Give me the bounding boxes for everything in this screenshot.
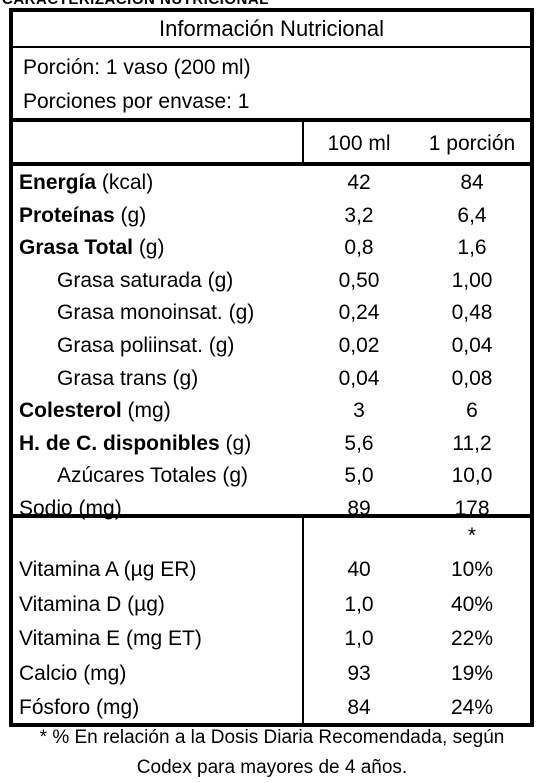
vitamin-row: Fósforo (mg) 84 24% — [13, 692, 530, 724]
vitamin-value-portion: 22% — [450, 627, 494, 650]
panel-title: Información Nutricional — [13, 12, 530, 48]
column-divider-bottom — [302, 518, 304, 723]
vitamin-value-100ml: 1,0 — [344, 592, 374, 616]
nutrient-value-portion: 6 — [466, 399, 478, 423]
vitamin-row: Vitamina E (mg ET) 1,0 22% — [13, 623, 530, 655]
footnote-line-1: * % En relación a la Dosis Diaria Recome… — [39, 727, 505, 748]
nutrient-value-100ml: 3 — [353, 399, 365, 423]
nutrient-row: Azúcares Totales (g) 5,0 10,0 — [13, 460, 530, 492]
vitamin-value-portion: 10% — [450, 558, 494, 581]
nutrient-value-100ml: 0,02 — [338, 334, 380, 357]
nutrient-value-portion: 1,00 — [451, 268, 493, 292]
vitamin-label: Fósforo (mg) — [19, 696, 140, 719]
nutrient-value-portion: 84 — [460, 171, 484, 194]
vitamin-value-portion: 40% — [450, 592, 494, 616]
nutrient-value-portion: 10,0 — [451, 464, 493, 488]
nutrient-row: Grasa trans (g) 0,04 0,08 — [13, 363, 530, 395]
nutrient-row: H. de C. disponibles (g) 5,6 11,2 — [13, 428, 530, 460]
vitamin-value-portion: 24% — [450, 696, 494, 719]
nutrient-label: Grasa saturada (g) — [57, 268, 234, 292]
divider-columns — [13, 162, 530, 166]
nutrient-value-100ml: 5,6 — [344, 431, 374, 455]
divider-vitamins — [13, 514, 530, 518]
vitamin-label: Vitamina E (mg ET) — [19, 627, 202, 650]
vitamin-value-100ml: 84 — [347, 696, 371, 719]
nutrient-label: Energía (kcal) — [19, 171, 154, 194]
column-header-portion: 1 porción — [428, 132, 516, 155]
nutrient-row: Proteínas (g) 3,2 6,4 — [13, 200, 530, 232]
nutrient-row: Grasa monoinsat. (g) 0,24 0,48 — [13, 297, 530, 329]
nutrient-value-100ml: 42 — [347, 171, 371, 194]
nutrient-value-100ml: 0,04 — [338, 366, 380, 390]
vitamin-value-100ml: 93 — [347, 661, 371, 685]
vitamin-label: Vitamina D (µg) — [19, 592, 165, 616]
nutrient-row: Grasa Total (g) 0,8 1,6 — [13, 232, 530, 264]
nutrient-value-100ml: 0,8 — [344, 236, 374, 260]
vitamin-row: Calcio (mg) 93 19% — [13, 658, 530, 690]
nutrient-row: Grasa saturada (g) 0,50 1,00 — [13, 265, 530, 297]
nutrient-value-100ml: 3,2 — [344, 203, 374, 227]
nutrient-value-100ml: 0,50 — [338, 268, 380, 292]
nutrient-value-portion: 11,2 — [452, 431, 492, 455]
nutrient-row: Energía (kcal) 42 84 — [13, 167, 530, 199]
nutrient-value-portion: 0,04 — [451, 334, 493, 357]
servings-per-container: Porciones por envase: 1 — [23, 90, 250, 113]
nutrient-label: H. de C. disponibles (g) — [19, 431, 252, 455]
nutrient-label: Grasa poliinsat. (g) — [57, 334, 235, 357]
vitamin-label: Calcio (mg) — [19, 661, 127, 685]
vitamin-row: Vitamina D (µg) 1,0 40% — [13, 589, 530, 621]
nutrient-value-portion: 1,6 — [457, 236, 487, 260]
footnote-line-2: Codex para mayores de 4 años. — [136, 757, 408, 778]
portion-size: Porción: 1 vaso (200 ml) — [23, 56, 251, 79]
nutrient-row: Grasa poliinsat. (g) 0,02 0,04 — [13, 330, 530, 362]
divider-header — [13, 118, 530, 122]
vitamin-value-100ml: 40 — [347, 558, 371, 581]
column-divider-top — [302, 122, 304, 164]
vitamin-value-100ml: 1,0 — [344, 627, 374, 650]
nutrient-value-100ml: 0,24 — [338, 301, 380, 325]
column-header-100ml: 100 ml — [327, 132, 391, 155]
nutrient-label: Grasa trans (g) — [57, 366, 199, 390]
nutrient-label: Colesterol (mg) — [19, 399, 171, 423]
nutrient-label: Proteínas (g) — [19, 203, 147, 227]
nutrient-value-portion: 0,48 — [451, 301, 493, 325]
nutrient-value-portion: 6,4 — [457, 203, 487, 227]
nutrient-value-100ml: 5,0 — [344, 464, 374, 488]
vitamin-row: Vitamina A (µg ER) 40 10% — [13, 554, 530, 586]
vitamin-value-portion: 19% — [450, 661, 494, 685]
nutrition-facts-panel: Información Nutricional Porción: 1 vaso … — [9, 8, 534, 727]
nutrient-row: Colesterol (mg) 3 6 — [13, 395, 530, 427]
nutrient-label: Grasa monoinsat. (g) — [57, 301, 255, 325]
clipped-heading: CARACTERIZACIÓN NUTRICIONAL — [2, 0, 269, 8]
nutrient-label: Grasa Total (g) — [19, 236, 165, 260]
nutrient-value-portion: 0,08 — [451, 366, 493, 390]
nutrient-label: Azúcares Totales (g) — [57, 464, 249, 488]
percent-asterisk: * — [467, 524, 477, 547]
vitamin-label: Vitamina A (µg ER) — [19, 558, 197, 581]
percent-marker-row: * — [13, 520, 530, 552]
